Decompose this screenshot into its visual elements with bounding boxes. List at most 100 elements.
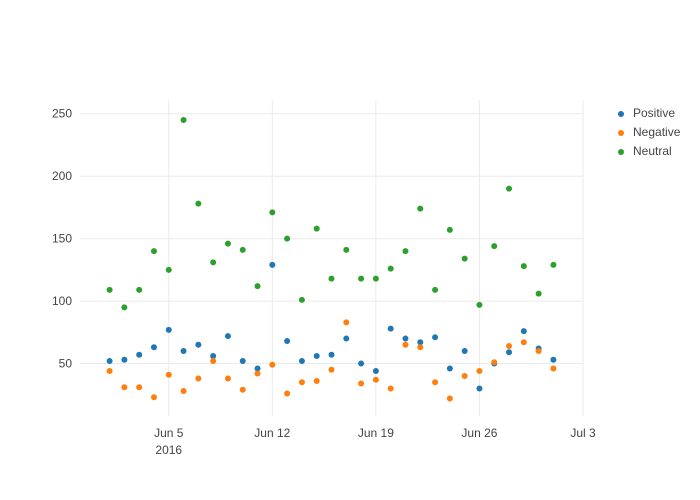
data-point-neutral — [210, 259, 217, 266]
legend-marker-negative-icon — [618, 129, 624, 136]
data-point-positive — [150, 344, 157, 351]
data-point-positive — [239, 358, 246, 365]
data-point-neutral — [387, 265, 394, 272]
data-point-positive — [313, 353, 320, 360]
data-point-positive — [298, 358, 305, 365]
data-point-negative — [121, 384, 128, 391]
data-point-neutral — [165, 266, 172, 273]
legend-marker-positive-icon — [618, 110, 624, 117]
data-point-positive — [446, 365, 453, 372]
data-point-positive — [343, 335, 350, 342]
data-point-neutral — [461, 255, 468, 262]
y-tick-label: 100 — [52, 294, 72, 308]
data-point-neutral — [224, 240, 231, 247]
data-point-positive — [180, 348, 187, 355]
y-tick-label: 150 — [52, 232, 72, 246]
data-point-neutral — [491, 243, 498, 250]
data-point-positive — [284, 338, 291, 345]
data-point-negative — [476, 368, 483, 375]
data-point-negative — [180, 388, 187, 395]
data-point-positive — [165, 326, 172, 333]
data-point-positive — [520, 328, 527, 335]
data-point-negative — [491, 359, 498, 366]
data-point-neutral — [476, 301, 483, 308]
data-point-negative — [535, 348, 542, 355]
data-point-neutral — [550, 261, 557, 268]
data-point-neutral — [432, 286, 439, 293]
data-point-positive — [476, 385, 483, 392]
data-point-negative — [224, 375, 231, 382]
data-point-negative — [402, 341, 409, 348]
data-point-neutral — [417, 205, 424, 212]
data-point-negative — [446, 395, 453, 402]
data-point-neutral — [284, 235, 291, 242]
data-point-negative — [550, 365, 557, 372]
data-point-positive — [506, 349, 513, 356]
data-point-negative — [136, 384, 143, 391]
data-point-neutral — [254, 283, 261, 290]
y-tick-label: 200 — [52, 169, 72, 183]
x-tick-label: Jun 12 — [254, 426, 290, 440]
data-point-neutral — [535, 290, 542, 297]
data-point-positive — [210, 353, 217, 360]
data-point-neutral — [358, 275, 365, 282]
legend-label-neutral: Neutral — [633, 144, 672, 158]
data-point-neutral — [446, 226, 453, 233]
x-tick-label: Jun 19 — [358, 426, 394, 440]
data-point-negative — [298, 379, 305, 386]
legend-label-negative: Negative — [633, 125, 681, 139]
data-point-negative — [417, 344, 424, 351]
data-point-positive — [136, 351, 143, 358]
data-point-negative — [343, 319, 350, 326]
data-point-neutral — [520, 263, 527, 270]
y-tick-label: 250 — [52, 107, 72, 121]
legend: Positive Negative Neutral — [612, 104, 680, 161]
data-point-positive — [328, 351, 335, 358]
data-point-negative — [165, 371, 172, 378]
legend-label-positive: Positive — [633, 106, 676, 120]
data-point-positive — [417, 339, 424, 346]
data-point-positive — [358, 360, 365, 367]
data-point-negative — [254, 370, 261, 377]
data-point-negative — [432, 379, 439, 386]
data-point-negative — [106, 368, 113, 375]
data-point-neutral — [313, 225, 320, 232]
data-point-negative — [210, 358, 217, 365]
data-point-negative — [372, 376, 379, 383]
data-point-neutral — [506, 185, 513, 192]
x-tick-label: Jun 26 — [461, 426, 497, 440]
legend-item-positive[interactable]: Positive — [612, 104, 680, 123]
data-point-neutral — [106, 286, 113, 293]
legend-marker-neutral-icon — [618, 148, 624, 155]
data-point-negative — [195, 375, 202, 382]
data-point-neutral — [121, 304, 128, 311]
data-point-positive — [195, 341, 202, 348]
data-point-positive — [121, 356, 128, 363]
data-point-negative — [506, 343, 513, 350]
data-point-negative — [284, 390, 291, 397]
data-point-negative — [520, 339, 527, 346]
data-point-positive — [106, 358, 113, 365]
data-point-positive — [254, 365, 261, 372]
data-point-negative — [269, 361, 276, 368]
data-point-negative — [150, 394, 157, 401]
data-point-positive — [269, 261, 276, 268]
data-point-neutral — [328, 275, 335, 282]
data-point-negative — [358, 380, 365, 387]
data-point-positive — [402, 335, 409, 342]
data-point-positive — [372, 368, 379, 375]
data-point-neutral — [298, 296, 305, 303]
data-point-neutral — [239, 246, 246, 253]
legend-item-neutral[interactable]: Neutral — [612, 142, 680, 161]
y-tick-label: 50 — [59, 357, 73, 371]
data-point-negative — [461, 373, 468, 380]
data-point-neutral — [269, 209, 276, 216]
legend-item-negative[interactable]: Negative — [612, 123, 680, 142]
data-point-positive — [461, 348, 468, 355]
x-axis-year-label: 2016 — [155, 443, 182, 457]
data-point-positive — [550, 356, 557, 363]
data-point-neutral — [343, 246, 350, 253]
data-point-negative — [239, 386, 246, 393]
